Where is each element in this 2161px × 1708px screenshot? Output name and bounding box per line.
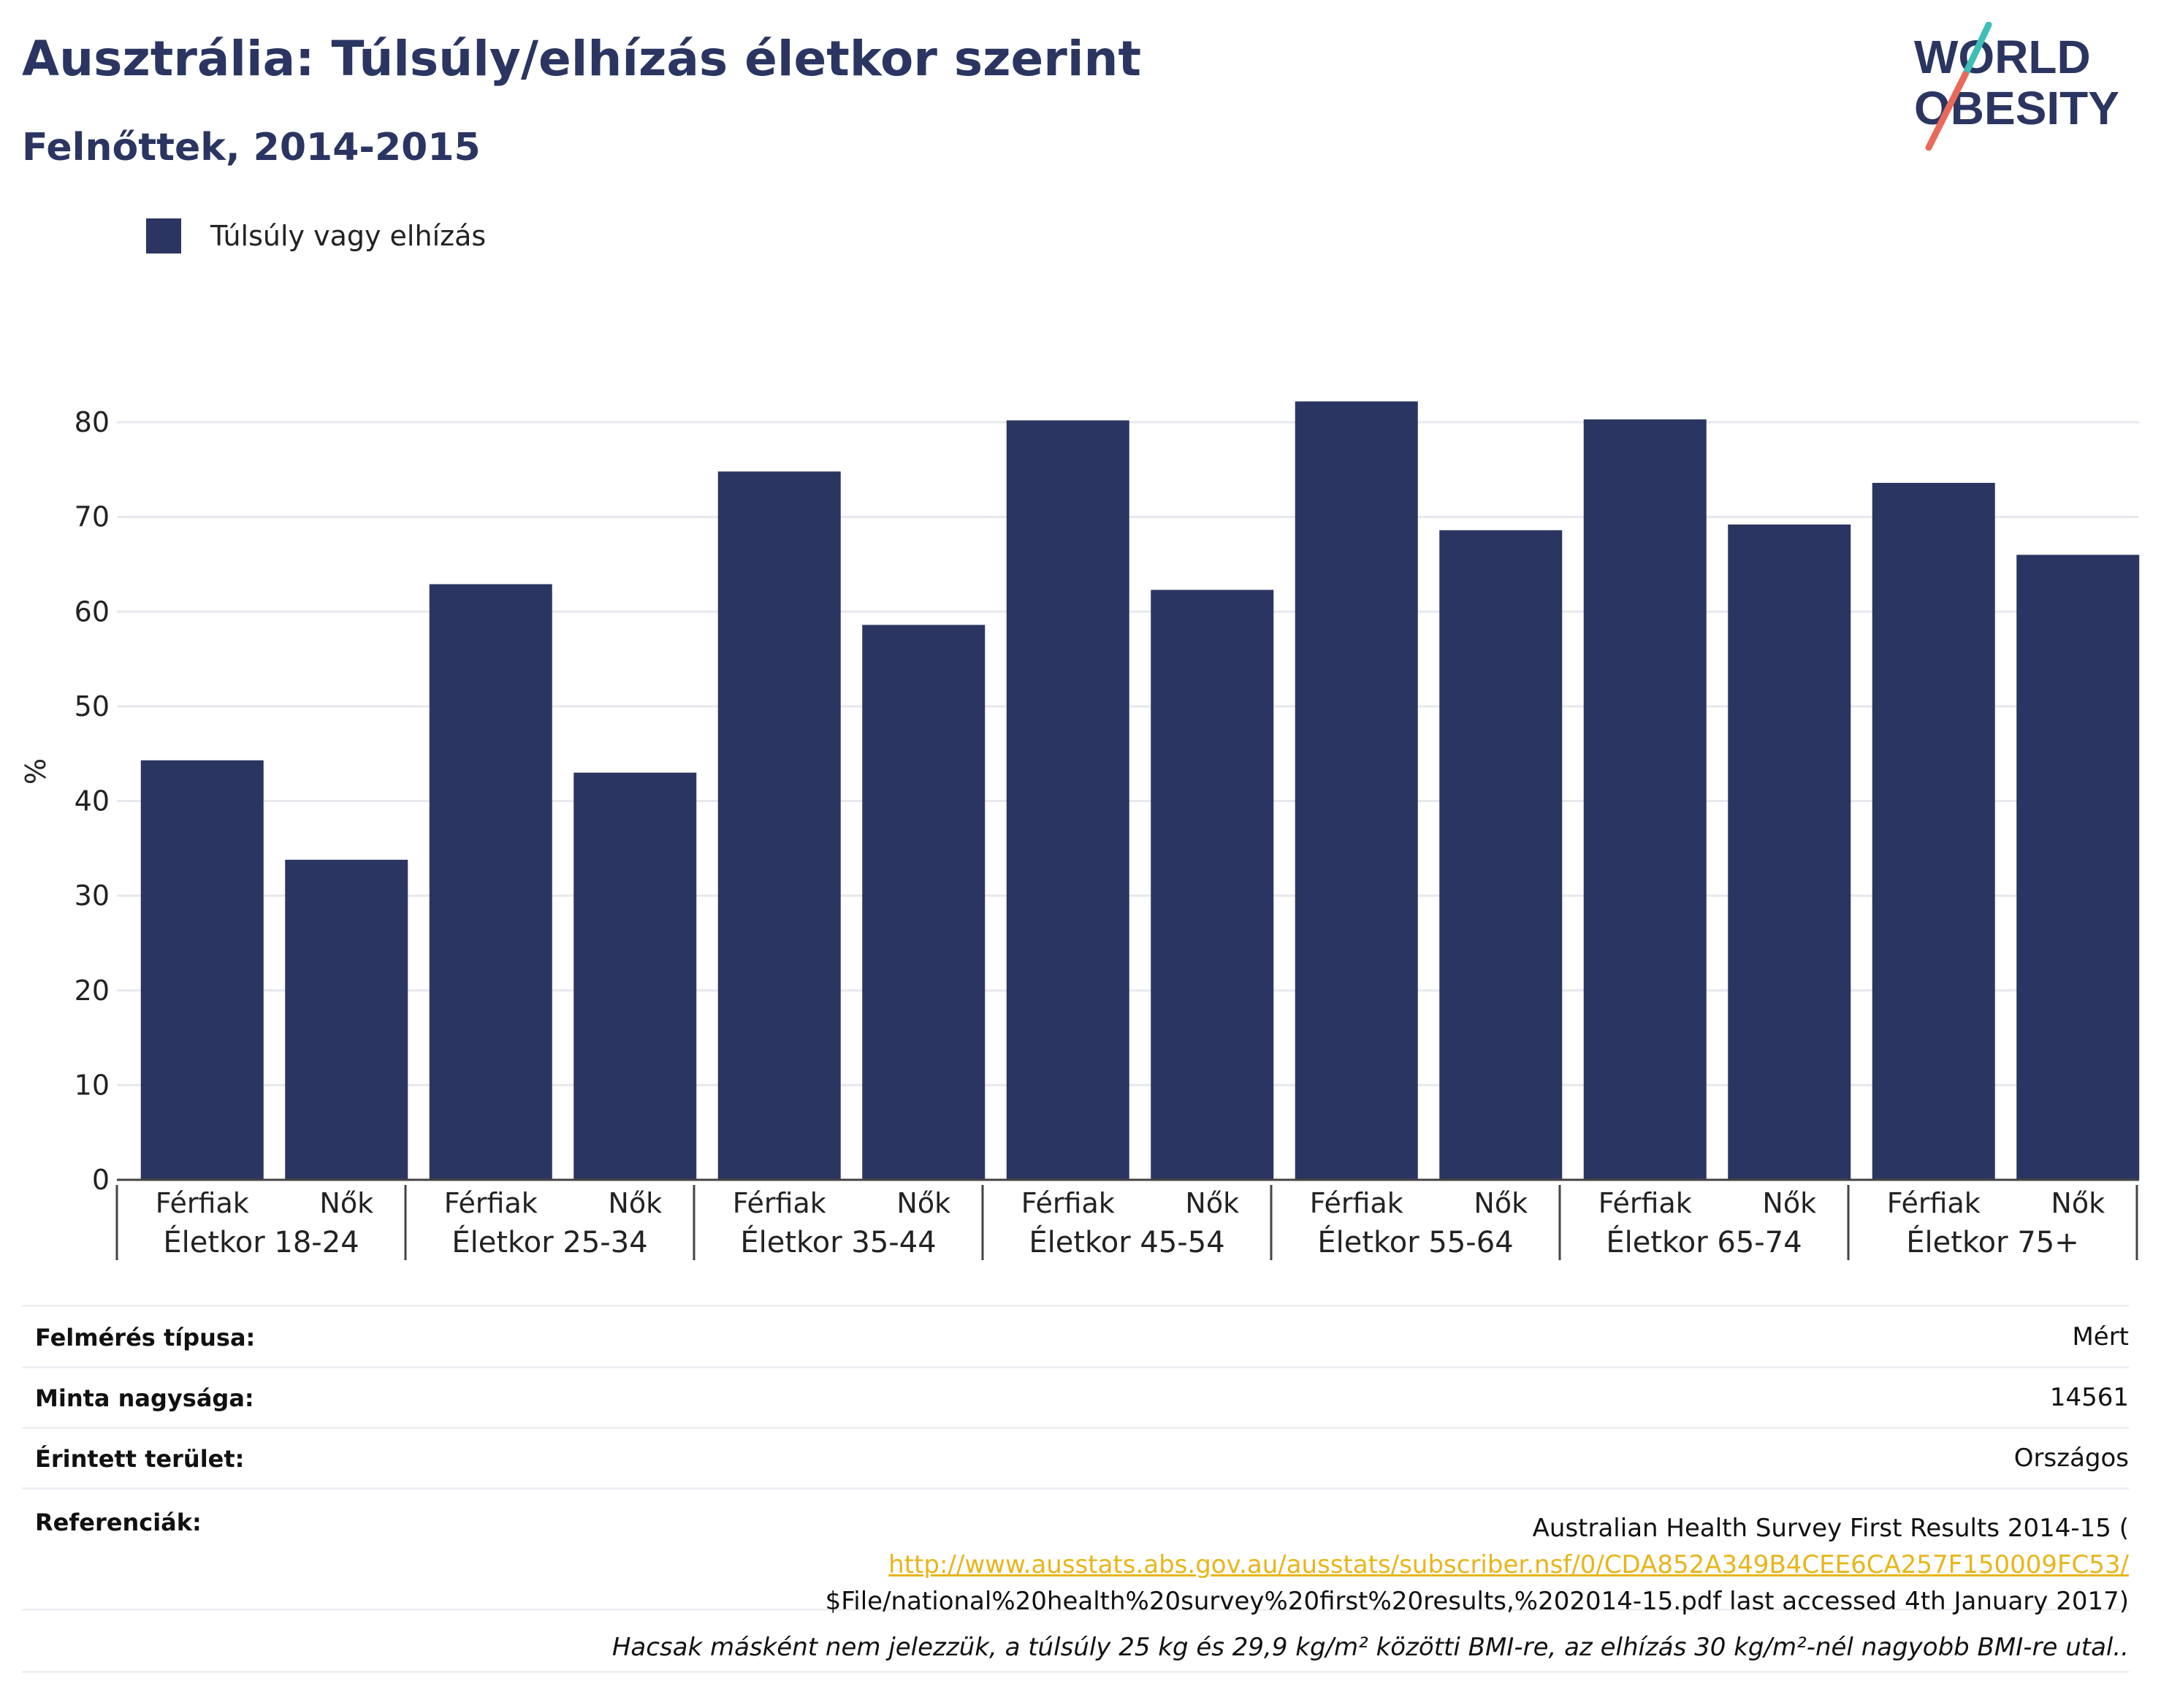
- sample-size-label: Minta nagysága:: [35, 1384, 254, 1412]
- sample-size-value: 14561: [2049, 1383, 2129, 1412]
- y-tick-label: 70: [75, 501, 110, 533]
- area-label: Érintett terület:: [35, 1445, 245, 1473]
- bar: [429, 584, 552, 1180]
- references-link[interactable]: http://www.ausstats.abs.gov.au/ausstats/…: [888, 1550, 2129, 1579]
- info-row-sample-size: Minta nagysága: 14561: [22, 1368, 2129, 1429]
- area-value: Országos: [2013, 1444, 2129, 1473]
- x-subcategory-label: Férfiak: [444, 1187, 538, 1219]
- info-row-area: Érintett terület: Országos: [22, 1429, 2129, 1490]
- x-group-label: Életkor 75+: [1906, 1224, 2078, 1259]
- info-row-references: Referenciák: Australian Health Survey Fi…: [22, 1490, 2129, 1616]
- world-obesity-logo: WORLD OBESITY: [1914, 22, 2119, 151]
- bar: [573, 772, 697, 1180]
- references-text: Australian Health Survey First Results 2…: [826, 1510, 2129, 1620]
- y-tick-label: 40: [75, 785, 110, 817]
- x-subcategory-label: Nők: [1762, 1187, 1816, 1219]
- x-subcategory-label: Férfiak: [1021, 1187, 1115, 1219]
- y-tick-label: 10: [75, 1069, 110, 1101]
- y-tick-label: 20: [75, 975, 110, 1007]
- y-tick-label: 60: [75, 595, 110, 628]
- y-tick-label: 30: [75, 880, 110, 912]
- bar: [1006, 420, 1129, 1180]
- x-subcategory-label: Férfiak: [156, 1187, 249, 1219]
- bar: [1728, 524, 1851, 1180]
- bar-layer: [140, 401, 2140, 1181]
- x-subcategory-label: Nők: [1474, 1187, 1528, 1219]
- x-subcategory-label: Férfiak: [1310, 1187, 1403, 1219]
- survey-type-value: Mért: [2072, 1322, 2129, 1351]
- x-group-label: Életkor 25-34: [451, 1224, 647, 1259]
- references-label: Referenciák:: [35, 1509, 202, 1536]
- bar: [285, 859, 408, 1180]
- x-group-label: Életkor 55-64: [1317, 1224, 1513, 1259]
- bar: [1151, 590, 1274, 1180]
- x-subcategory-label: Nők: [608, 1187, 662, 1219]
- x-subcategory-label: Nők: [1185, 1187, 1239, 1219]
- x-group-label: Életkor 65-74: [1606, 1224, 1802, 1259]
- page-title: Ausztrália: Túlsúly/elhízás életkor szer…: [22, 31, 1142, 87]
- references-line1: Australian Health Survey First Results 2…: [1532, 1514, 2129, 1543]
- bmi-note: Hacsak másként nem jelezzük, a túlsúly 2…: [611, 1633, 2129, 1662]
- bar: [140, 760, 264, 1180]
- x-subcategory-label: Férfiak: [733, 1187, 826, 1219]
- info-row-note: Hacsak másként nem jelezzük, a túlsúly 2…: [22, 1611, 2129, 1673]
- legend-label: Túlsúly vagy elhízás: [210, 220, 487, 252]
- y-axis-label: %: [20, 758, 52, 785]
- x-subcategory-label: Nők: [896, 1187, 950, 1219]
- y-tick-label: 50: [75, 690, 110, 723]
- bar: [1583, 419, 1707, 1180]
- x-group-label: Életkor 18-24: [163, 1224, 359, 1259]
- x-subcategory-label: Nők: [2051, 1187, 2105, 1219]
- info-top-rule: [22, 1305, 2129, 1307]
- x-group-label: Életkor 45-54: [1029, 1224, 1224, 1259]
- bar: [862, 625, 986, 1180]
- legend-swatch: [146, 218, 181, 253]
- bar: [1439, 530, 1563, 1180]
- x-subcategory-label: Nők: [319, 1187, 373, 1219]
- bar-chart: 0 10 20 30 40 50 60 70 80 Férfiak Nők Férfiak Nők Fér…: [20, 401, 2140, 1260]
- axis-layer: 0 10 20 30 40 50 60 70 80 Férfiak Nők Férfiak Nők Fér…: [75, 406, 2139, 1260]
- bar: [1295, 401, 1418, 1181]
- x-subcategory-label: Férfiak: [1598, 1187, 1692, 1219]
- y-tick-label: 80: [75, 406, 110, 438]
- y-tick-label: 0: [92, 1164, 110, 1196]
- logo-slash-coral: [1925, 71, 1969, 151]
- bar: [2016, 554, 2140, 1180]
- info-row-survey-type: Felmérés típusa: Mért: [22, 1308, 2129, 1368]
- legend: Túlsúly vagy elhízás: [146, 218, 486, 254]
- bar: [717, 471, 841, 1180]
- references-line3: $File/national%20health%20survey%20first…: [825, 1587, 2129, 1616]
- survey-type-label: Felmérés típusa:: [35, 1324, 256, 1351]
- x-subcategory-label: Férfiak: [1887, 1187, 1981, 1219]
- bar: [1872, 482, 1995, 1180]
- x-group-label: Életkor 35-44: [740, 1224, 936, 1259]
- logo-slash-teal: [1962, 22, 1992, 78]
- logo-line1: WORLD: [1914, 31, 2091, 83]
- page-subtitle: Felnőttek, 2014-2015: [22, 126, 481, 169]
